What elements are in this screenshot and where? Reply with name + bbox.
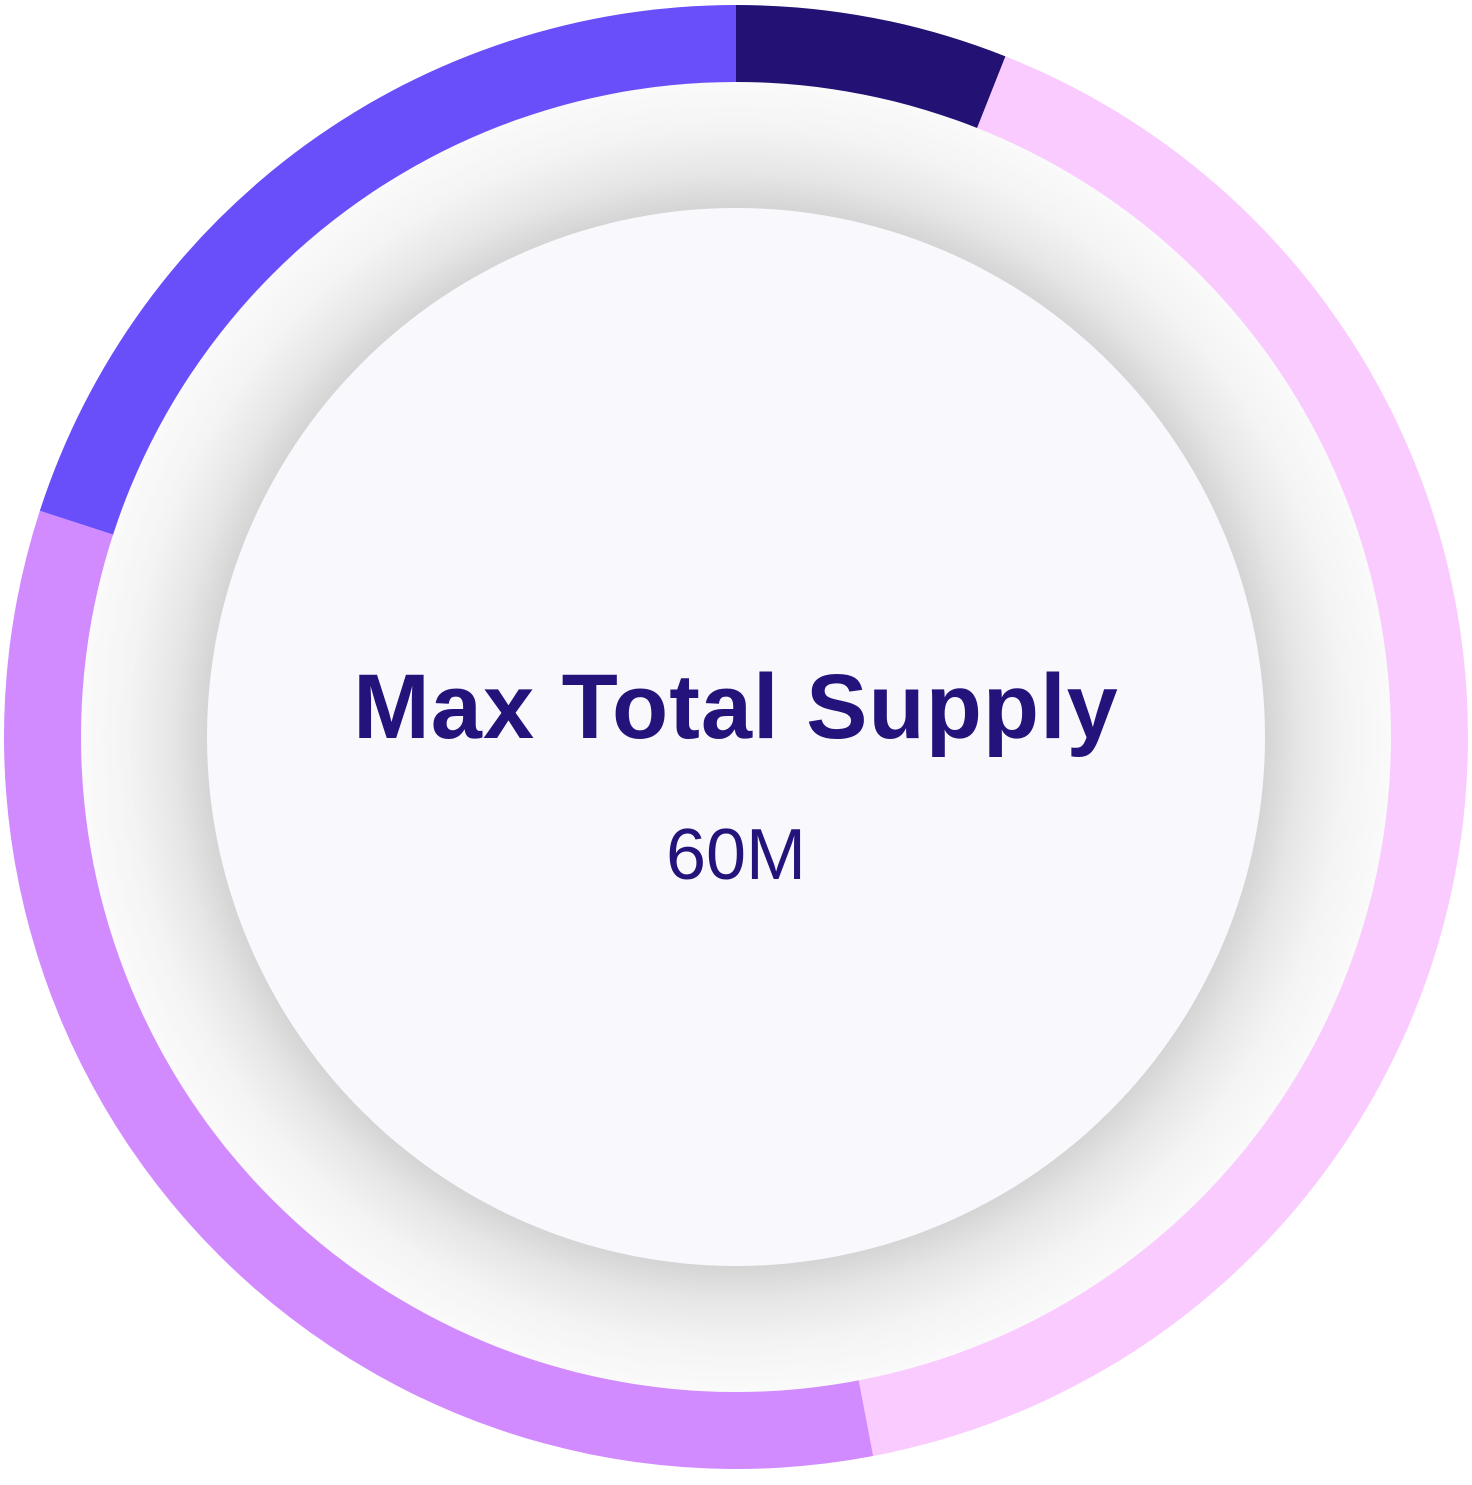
donut-slice-3 — [4, 510, 874, 1469]
center-title: Max Total Supply — [353, 656, 1119, 758]
inner-disc — [207, 208, 1265, 1266]
donut-slice-1 — [736, 5, 1006, 133]
donut-slice-2 — [857, 56, 1468, 1457]
donut-slices — [4, 5, 1468, 1469]
center-value: 60M — [665, 815, 807, 895]
donut-slice-4 — [39, 5, 736, 537]
